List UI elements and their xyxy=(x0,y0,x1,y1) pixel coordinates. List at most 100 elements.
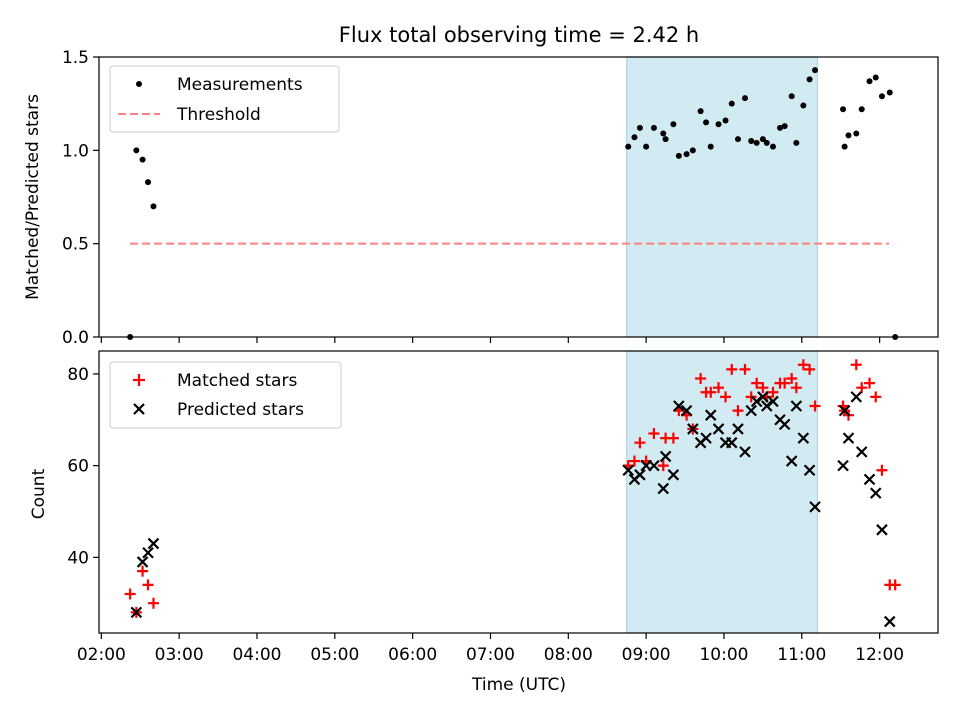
matched-stars-point xyxy=(804,363,816,375)
matched-stars-point xyxy=(850,359,862,371)
predicted-stars-point xyxy=(704,409,717,421)
predicted-stars-point xyxy=(837,459,849,472)
matched-stars-point xyxy=(667,432,679,444)
predicted-stars-point xyxy=(850,391,863,403)
measurements-point xyxy=(788,93,795,100)
bottom-legend-box xyxy=(109,361,342,429)
measurements-point xyxy=(689,147,696,154)
predicted-stars-point xyxy=(700,432,712,444)
predicted-stars-point xyxy=(648,459,660,472)
predicted-stars-point xyxy=(136,556,149,568)
legend-predicted-label: Predicted stars xyxy=(177,400,304,420)
measurements-point xyxy=(683,151,690,158)
predicted-stars-point xyxy=(659,450,672,463)
matched-stars-point xyxy=(745,391,757,403)
x-tick-label: 05:00 xyxy=(310,645,359,665)
matched-stars-point xyxy=(713,382,725,394)
top-y-axis-label: Matched/Predicted stars xyxy=(23,94,43,300)
predicted-stars-point xyxy=(725,436,738,449)
bottom-y-tick-label: 40 xyxy=(67,548,89,568)
legend-matched-marker xyxy=(133,374,145,386)
top-observing-span xyxy=(626,56,818,338)
measurements-point xyxy=(715,121,722,128)
measurements-point xyxy=(133,147,140,154)
x-tick-label: 04:00 xyxy=(232,645,281,665)
measurements-point xyxy=(770,143,777,150)
matched-stars-point xyxy=(876,464,888,476)
top-panel: 0.0 0.5 1.0 1.5 Matched/Predicted stars Mea… xyxy=(23,48,939,348)
measurements-point xyxy=(670,121,677,128)
matched-stars-point xyxy=(124,588,136,600)
measurements-point xyxy=(734,136,741,143)
predicted-stars-point xyxy=(790,400,803,412)
matched-stars-point xyxy=(889,579,901,591)
matched-stars-point xyxy=(767,386,779,398)
measurements-point xyxy=(697,108,704,115)
measurements-point xyxy=(707,143,714,150)
matched-stars-point xyxy=(628,455,640,467)
measurements-point xyxy=(722,117,729,124)
predicted-stars-point xyxy=(750,395,763,408)
predicted-stars-point xyxy=(809,501,821,513)
legend-matched-label: Matched stars xyxy=(177,371,297,391)
legend-measurements-label: Measurements xyxy=(177,75,303,95)
matched-stars-point xyxy=(695,373,707,385)
legend-threshold-label: Threshold xyxy=(176,105,261,125)
measurements-point xyxy=(660,130,667,137)
predicted-stars-point xyxy=(838,404,851,417)
matched-stars-point xyxy=(657,460,669,472)
measurements-point xyxy=(625,143,632,150)
predicted-stars-point xyxy=(863,473,876,486)
measurements-point xyxy=(703,119,710,126)
top-legend-box xyxy=(109,65,340,133)
measurements-point xyxy=(840,106,847,113)
matched-stars-point xyxy=(147,597,159,609)
measurements-point xyxy=(886,89,893,96)
chart-title: Flux total observing time = 2.42 h xyxy=(339,23,699,47)
matched-stars-point xyxy=(142,579,154,591)
predicted-stars-point xyxy=(797,432,810,444)
measurements-point xyxy=(675,152,682,159)
predicted-stars-point xyxy=(778,418,791,431)
predicted-stars-point xyxy=(757,391,769,403)
predicted-stars-point xyxy=(745,404,757,417)
top-y-tick-label: 0.5 xyxy=(62,235,89,255)
bottom-panel-frame xyxy=(98,350,939,634)
x-tick-label: 10:00 xyxy=(699,645,748,665)
measurements-point xyxy=(781,123,788,130)
matched-stars-point xyxy=(739,363,751,375)
predicted-stars-point xyxy=(142,546,154,559)
matched-stars-point xyxy=(856,382,868,394)
predicted-stars-point xyxy=(732,423,744,435)
matched-stars-point xyxy=(634,437,646,449)
measurements-point xyxy=(139,156,146,163)
top-legend: Measurements Threshold xyxy=(109,65,340,133)
predicted-stars-point xyxy=(869,487,882,499)
x-tick-label: 11:00 xyxy=(777,645,826,665)
legend-measurements-marker xyxy=(136,81,142,87)
top-y-tick-label: 1.5 xyxy=(62,48,89,68)
x-tick-label: 07:00 xyxy=(466,645,515,665)
matched-stars-point xyxy=(705,386,717,398)
predicted-stars-point xyxy=(842,432,855,444)
predicted-stars-point xyxy=(855,446,868,458)
measurements-point xyxy=(841,143,848,150)
predicted-stars-point xyxy=(147,537,160,550)
predicted-stars-point xyxy=(883,615,896,628)
measurements-point xyxy=(845,132,852,139)
measurements-point xyxy=(763,139,770,146)
predicted-stars-point xyxy=(876,524,888,536)
measurements-point xyxy=(853,130,860,137)
predicted-stars-point xyxy=(803,464,816,476)
measurements-point xyxy=(858,106,865,113)
measurements-point xyxy=(777,124,784,131)
predicted-stars-point xyxy=(657,482,670,495)
measurements-point xyxy=(806,76,813,83)
top-y-tick-label: 1.0 xyxy=(62,141,89,161)
measurements-point xyxy=(650,124,657,131)
predicted-stars-point xyxy=(785,455,798,467)
measurements-point xyxy=(662,136,669,143)
predicted-stars-point xyxy=(687,423,699,435)
matched-stars-point xyxy=(732,405,744,417)
